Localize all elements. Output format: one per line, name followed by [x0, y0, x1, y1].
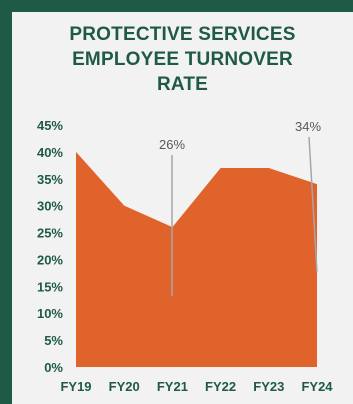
title-line-3: RATE: [156, 74, 209, 95]
data-label: 34%: [295, 119, 321, 134]
y-tick-label: 40%: [37, 145, 63, 160]
area-series: [76, 151, 317, 367]
y-axis: 0% 5% 10% 15% 20% 25% 30% 35% 40% 45%: [37, 118, 63, 375]
y-tick-label: 10%: [37, 306, 63, 321]
chart-title: PROTECTIVE SERVICES EMPLOYEE TURNOVER RA…: [12, 22, 353, 97]
x-axis: FY19 FY20 FY21 FY22 FY23 FY24: [60, 379, 333, 394]
y-tick-label: 5%: [44, 333, 63, 348]
y-tick-label: 30%: [37, 199, 63, 214]
data-labels: 26% 34%: [159, 119, 321, 296]
data-label: 26%: [159, 137, 185, 152]
x-tick-label: FY21: [157, 379, 188, 394]
x-tick-label: FY23: [253, 379, 284, 394]
y-tick-label: 20%: [37, 252, 63, 267]
y-tick-label: 25%: [37, 226, 63, 241]
data-label-leader: [308, 136, 318, 273]
y-tick-label: 0%: [44, 360, 63, 375]
y-tick-label: 15%: [37, 279, 63, 294]
x-tick-label: FY19: [60, 379, 91, 394]
x-tick-label: FY20: [109, 379, 140, 394]
title-line-1: PROTECTIVE SERVICES: [69, 24, 296, 45]
y-tick-label: 35%: [37, 172, 63, 187]
x-tick-label: FY24: [301, 379, 333, 394]
y-tick-label: 45%: [37, 118, 63, 133]
x-tick-label: FY22: [205, 379, 236, 394]
title-line-2: EMPLOYEE TURNOVER: [72, 49, 293, 70]
turnover-area: [76, 151, 317, 367]
